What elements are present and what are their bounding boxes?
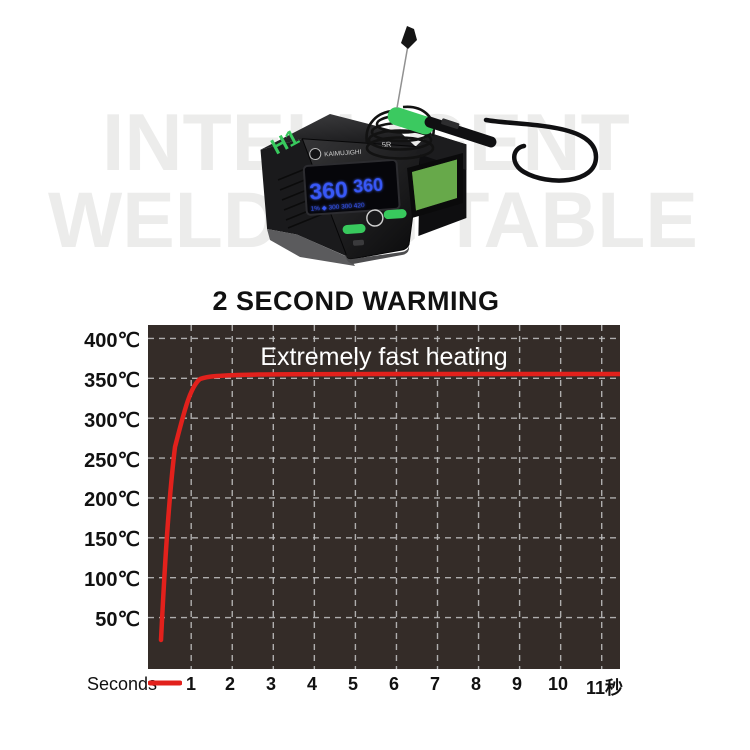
svg-text:360: 360	[308, 176, 348, 205]
svg-text:Extremely fast heating: Extremely fast heating	[260, 343, 507, 371]
svg-text:360: 360	[352, 175, 383, 197]
